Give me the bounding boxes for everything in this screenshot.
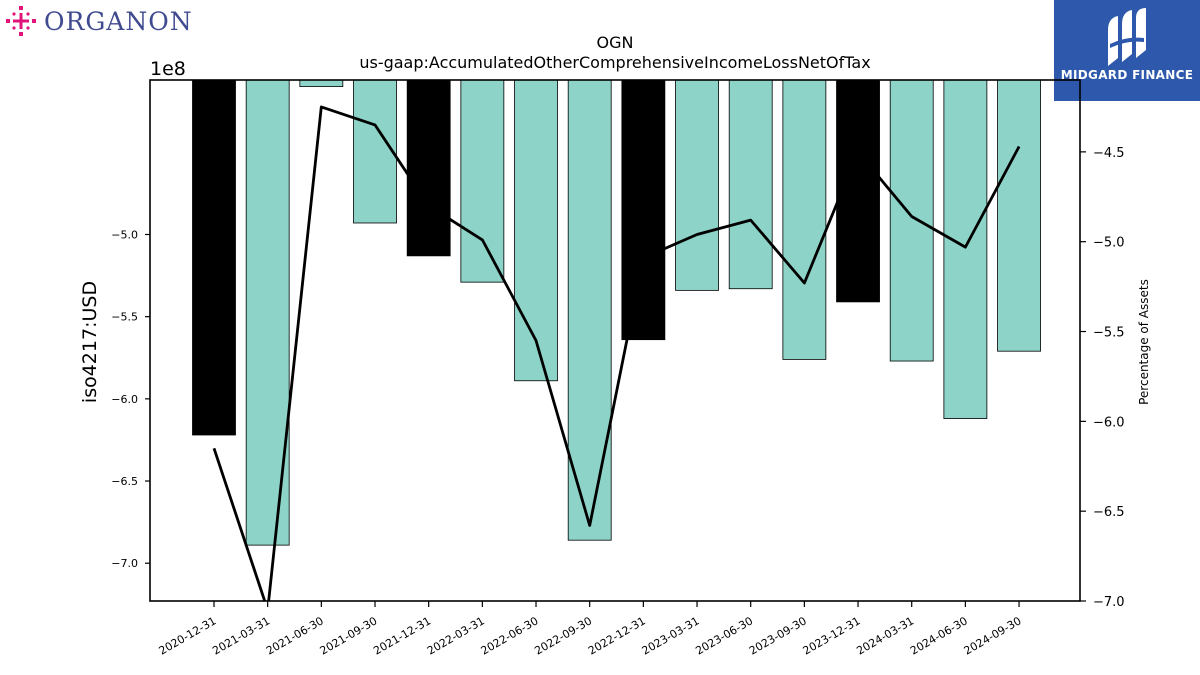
x-tick-label: 2023-12-31 [801, 614, 863, 657]
bar-2023-12-31 [836, 80, 880, 303]
x-tick-label: 2022-09-30 [532, 614, 594, 657]
axes-layer [145, 79, 1086, 607]
right-tick-label: −4.5 [1093, 146, 1125, 161]
x-tick-label: 2022-06-30 [479, 614, 541, 657]
y2-axis-label: Percentage of Assets [1137, 279, 1151, 405]
chart-subtitle: us-gaap:AccumulatedOtherComprehensiveInc… [359, 53, 870, 72]
percentage-of-assets-line [212, 105, 1021, 601]
bars-layer [192, 80, 1041, 546]
right-tick-label: −6.5 [1093, 505, 1125, 520]
bar-2020-12-31 [192, 80, 236, 436]
bar-2022-12-31 [621, 80, 666, 341]
organon-wordmark: ORGANON [44, 6, 193, 36]
bar-2023-09-30 [782, 80, 827, 360]
bar-2024-06-30 [943, 80, 988, 419]
y-axis-label: iso4217:USD [79, 281, 101, 403]
x-tick-label: 2024-09-30 [962, 614, 1024, 657]
bar-2022-09-30 [567, 80, 612, 541]
organon-mark-icon [6, 6, 36, 36]
x-tick-label: 2021-03-31 [210, 614, 272, 657]
y-offset-label: 1e8 [150, 58, 186, 80]
right-tick-label: −6.0 [1093, 415, 1125, 430]
midgard-mark-icon [1108, 8, 1146, 66]
text-layer: −5.0 −5.5 −6.0 −6.5 −7.0 −4.5 −5.0 −5.5 −6.0 −6.5… [79, 33, 1151, 658]
plot-frame [149, 79, 1081, 602]
bar-2022-06-30 [514, 80, 558, 382]
left-tick-label: −5.0 [111, 228, 138, 241]
left-tick-label: −6.5 [111, 475, 138, 488]
organon-mark-dot [12, 12, 16, 16]
organon-mark-dot [32, 19, 36, 23]
x-tick-label: 2021-12-31 [371, 614, 433, 657]
x-tick-label: 2022-03-31 [425, 614, 487, 657]
midgard-finance-logo: MIDGARD FINANCE [1054, 0, 1200, 101]
right-tick-label: −7.0 [1093, 595, 1125, 610]
x-tick-label: 2024-06-30 [908, 614, 970, 657]
organon-mark-dot [19, 32, 23, 36]
organon-mark-bar [13, 19, 29, 23]
organon-logo: ORGANON [4, 4, 193, 38]
bar-2024-09-30 [997, 80, 1041, 352]
bar-2023-06-30 [728, 80, 773, 290]
x-tick-label: 2021-06-30 [264, 614, 326, 657]
organon-mark-dot [12, 26, 16, 30]
x-tick-label: 2022-12-31 [586, 614, 648, 657]
x-tick-label: 2021-09-30 [318, 614, 380, 657]
right-tick-label: −5.5 [1093, 326, 1125, 341]
organon-mark-dot [26, 26, 30, 30]
x-tick-label: 2023-09-30 [747, 614, 809, 657]
organon-mark-dot [6, 19, 10, 23]
left-tick-label: −7.0 [111, 557, 138, 570]
bar-2024-03-31 [889, 80, 934, 362]
right-tick-label: −5.0 [1093, 236, 1125, 251]
midgard-wordmark: MIDGARD FINANCE [1060, 68, 1194, 82]
organon-mark-dot [19, 6, 23, 10]
x-tick-label: 2023-03-31 [640, 614, 702, 657]
bar-2023-03-31 [675, 80, 719, 291]
left-tick-label: −6.0 [111, 393, 138, 406]
chart-title: OGN [597, 33, 634, 52]
x-tick-label: 2020-12-31 [157, 614, 219, 657]
x-tick-label: 2024-03-31 [854, 614, 916, 657]
line-layer [212, 105, 1021, 601]
bar-2021-09-30 [353, 80, 397, 224]
organon-mark-dot [26, 12, 30, 16]
bar-2021-06-30 [299, 80, 344, 87]
bar-2021-12-31 [406, 80, 451, 257]
x-tick-label: 2023-06-30 [693, 614, 755, 657]
left-tick-label: −5.5 [111, 311, 138, 324]
bar-2022-03-31 [460, 80, 505, 283]
